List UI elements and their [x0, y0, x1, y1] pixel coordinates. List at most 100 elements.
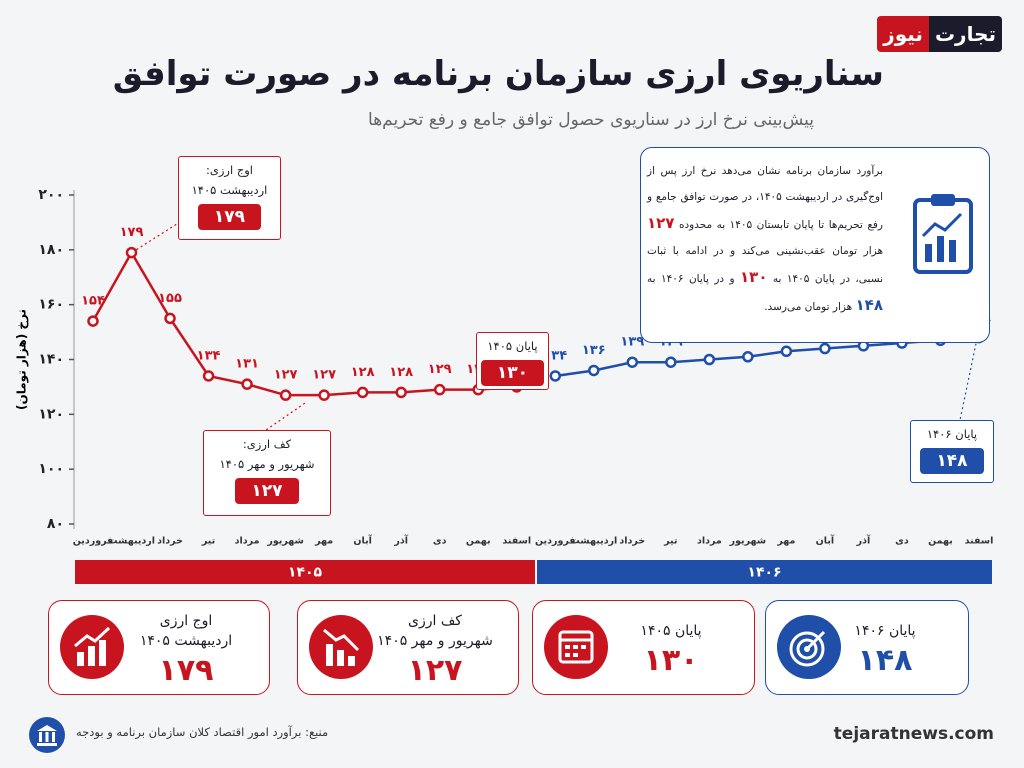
x-tick-label: مرداد: [697, 536, 722, 547]
source: منبع: برآورد امور اقتصاد کلان سازمان برن…: [76, 725, 329, 739]
y-tick-label: ۸۰: [47, 516, 64, 532]
callout-sublabel: اردیبهشت ۱۴۰۵: [191, 183, 268, 197]
data-point: [626, 356, 639, 368]
data-point: [395, 386, 407, 399]
data-label: ۱۳۶: [582, 343, 606, 358]
x-tick-label: دی: [895, 536, 909, 547]
data-point: [703, 353, 716, 366]
data-point: [588, 364, 600, 377]
text: برآورد سازمان برنامه نشان می‌دهد نرخ ارز…: [647, 165, 883, 231]
info-text: برآورد سازمان برنامه نشان می‌دهد نرخ ارز…: [647, 158, 883, 320]
x-tick-label: خرداد: [157, 536, 183, 547]
x-tick-label: بهمن: [466, 536, 491, 547]
x-tick-label: تیر: [201, 536, 215, 547]
text: هزار تومان عقب‌نشینی می‌کند و در ادامه ب…: [647, 245, 884, 285]
clipboard-icon: [913, 194, 973, 274]
y-tick-label: ۱۲۰: [38, 406, 64, 422]
data-point: [164, 312, 176, 325]
data-point: [356, 386, 369, 399]
card-icon: [60, 615, 124, 679]
y-tick-label: ۱۶۰: [38, 297, 64, 313]
x-tick-label: آبان: [816, 534, 835, 547]
data-label: ۱۵۵: [158, 291, 182, 306]
highlight: ۱۳۰: [740, 268, 768, 286]
card-sublabel: اردیبهشت ۱۴۰۵: [139, 633, 233, 649]
x-tick-label: اردیبهشت: [108, 536, 155, 547]
card-value: ۱۴۸: [857, 643, 913, 678]
data-label: ۱۲۷: [274, 368, 298, 383]
callout-end-1405: پایان ۱۴۰۵ ۱۳۰: [476, 332, 549, 390]
year-band: [75, 560, 535, 584]
y-axis-label: نرخ (هزار تومان): [15, 309, 30, 410]
highlight: ۱۴۸: [855, 296, 883, 314]
callout-label: پایان ۱۴۰۶: [926, 427, 978, 441]
brand-logo: تجارت نیوز: [877, 16, 1002, 52]
source-icon: [29, 717, 65, 753]
series-line: [555, 336, 980, 378]
data-point: [819, 342, 831, 355]
card-icon: [777, 615, 841, 679]
data-point: [318, 389, 330, 401]
y-tick-label: ۱۰۰: [38, 461, 64, 477]
x-tick-label: آذر: [393, 534, 408, 547]
data-point: [87, 315, 99, 327]
data-point: [433, 383, 446, 396]
x-tick-label: اسفند: [965, 536, 994, 547]
data-label: ۱۵۴: [81, 294, 105, 309]
card-label: اوج ارزی: [159, 613, 213, 629]
x-tick-label: فروردین: [73, 536, 114, 547]
data-point: [279, 389, 292, 401]
callout-value: ۱۳۰: [480, 360, 545, 386]
x-tick-label: تیر: [663, 536, 677, 547]
card-value: ۱۳۰: [643, 643, 699, 678]
card-label: پایان ۱۴۰۵: [640, 623, 702, 639]
data-point: [241, 378, 253, 390]
y-tick-label: ۲۰۰: [38, 187, 64, 203]
brand-a: تجارت: [928, 16, 1002, 52]
data-label: ۱۳۴: [543, 348, 567, 363]
x-tick-label: بهمن: [928, 536, 953, 547]
x-tick-label: اردیبهشت: [570, 536, 617, 547]
callout-label: پایان ۱۴۰۵: [487, 339, 538, 353]
x-tick-label: مرداد: [235, 536, 260, 547]
card-icon: [544, 615, 608, 679]
x-tick-label: فروردین: [535, 536, 576, 547]
callout-value: ۱۷۹: [197, 204, 262, 230]
callout-leader: [136, 221, 181, 251]
subtitle: پیش‌بینی نرخ ارز در سناریوی حصول توافق ج…: [368, 110, 814, 130]
x-tick-label: خرداد: [619, 536, 645, 547]
data-point: [780, 345, 793, 358]
card-end-1406: پایان ۱۴۰۶ ۱۴۸: [765, 600, 969, 695]
site: tejaratnews.com: [833, 724, 994, 744]
data-label: ۱۳۴: [197, 348, 221, 363]
callout-value: ۱۴۸: [920, 448, 984, 474]
card-value: ۱۷۹: [158, 653, 214, 688]
callout-trough: کف ارزی: شهریور و مهر ۱۴۰۵ ۱۲۷: [203, 430, 331, 516]
text: هزار تومان می‌رسد.: [764, 301, 856, 313]
data-label: ۱۲۸: [389, 365, 413, 380]
callout-label: کف ارزی:: [242, 437, 292, 451]
data-label: ۱۲۸: [351, 365, 375, 380]
x-tick-label: اسفند: [502, 536, 531, 547]
text: و در پایان ۱۴۰۶ به: [647, 273, 741, 285]
x-tick-label: شهریور: [729, 536, 767, 547]
callout-peak: اوج ارزی: اردیبهشت ۱۴۰۵ ۱۷۹: [178, 156, 281, 240]
x-tick-label: شهریور: [266, 536, 304, 547]
y-tick-label: ۱۸۰: [38, 242, 64, 258]
legend-label: ۱۴۰۶: [747, 565, 781, 581]
highlight: ۱۲۷: [647, 214, 675, 232]
data-label: ۱۳۱: [235, 357, 259, 372]
card-end-1405: پایان ۱۴۰۵ ۱۳۰: [532, 600, 755, 695]
card-sublabel: شهریور و مهر ۱۴۰۵: [377, 633, 493, 649]
callout-label: اوج ارزی:: [205, 163, 253, 177]
year-band: [537, 560, 992, 584]
x-tick-label: آذر: [856, 534, 871, 547]
title: سناریوی ارزی سازمان برنامه در صورت توافق: [112, 54, 884, 94]
x-tick-label: مهر: [314, 536, 333, 547]
data-point: [202, 370, 215, 382]
data-label: ۱۲۹: [428, 362, 452, 377]
callout-sublabel: شهریور و مهر ۱۴۰۵: [219, 457, 315, 471]
data-label: ۱۲۷: [312, 368, 336, 383]
data-label: ۱۷۹: [120, 225, 144, 240]
